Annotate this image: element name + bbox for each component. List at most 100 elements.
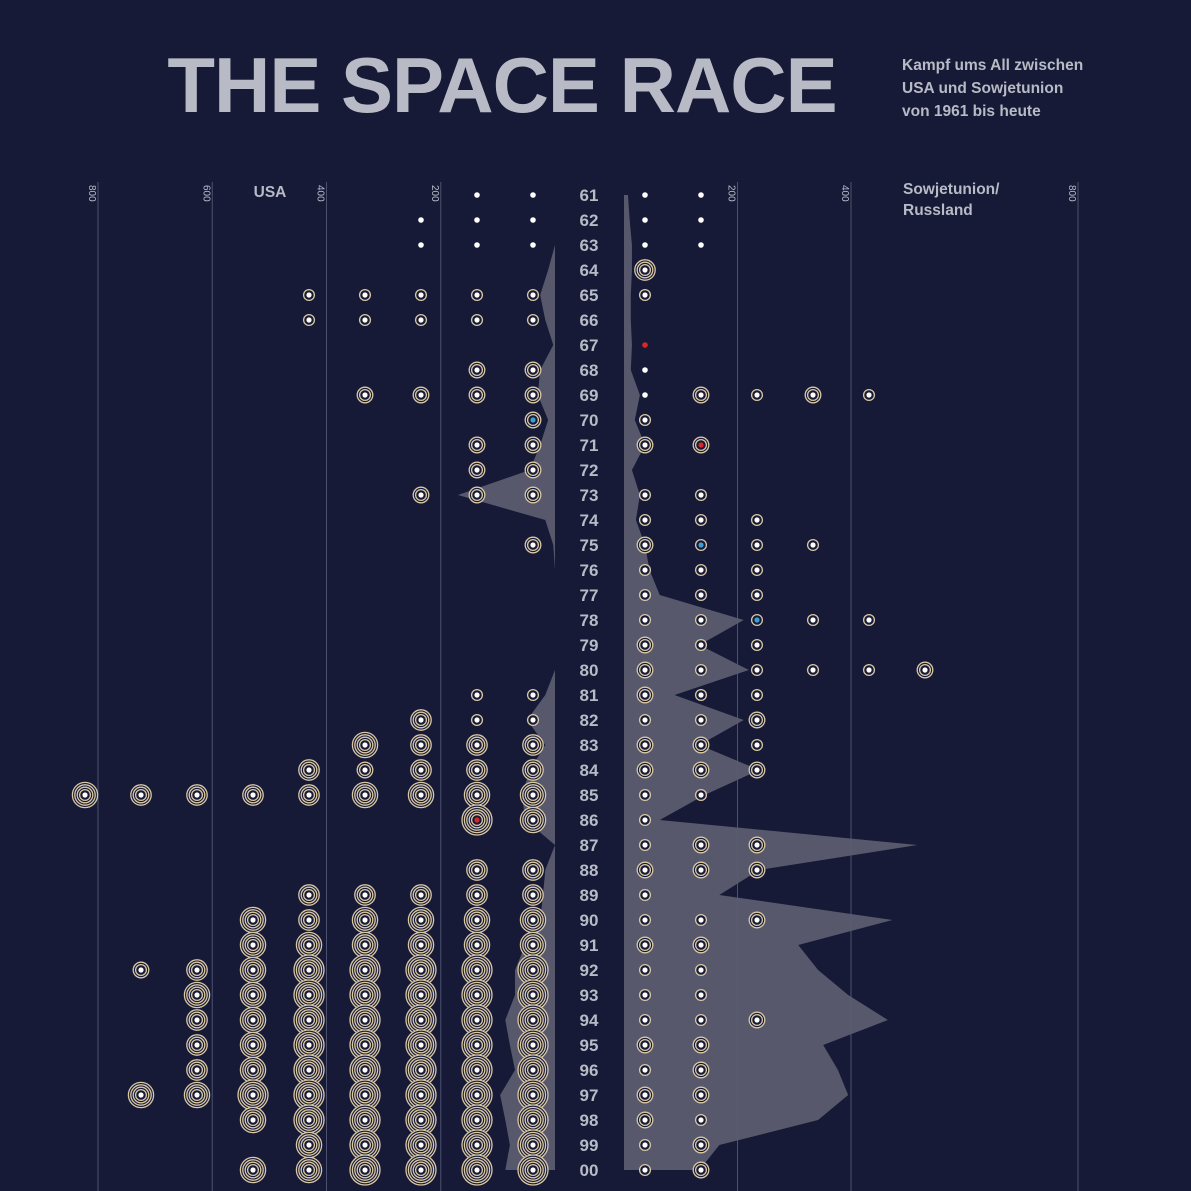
- mission-core: [418, 967, 424, 973]
- mission-dot: [349, 1154, 381, 1186]
- mission-core: [530, 317, 536, 323]
- mission-dot: [694, 988, 708, 1002]
- mission-core: [642, 617, 648, 623]
- mission-dot: [183, 981, 211, 1009]
- mission-core: [306, 317, 312, 323]
- mission-core: [530, 542, 536, 548]
- mission-dot: [293, 954, 325, 986]
- mission-core: [474, 1117, 480, 1123]
- mission-core: [642, 542, 648, 548]
- mission-core: [474, 817, 480, 823]
- mission-core: [474, 1092, 480, 1098]
- mission-core: [642, 1067, 648, 1073]
- mission-dot: [862, 388, 876, 402]
- mission-core: [698, 592, 704, 598]
- mission-core: [306, 942, 312, 948]
- mission-core: [698, 967, 704, 973]
- mission-core: [194, 1042, 200, 1048]
- mission-dot: [470, 688, 484, 702]
- mission-core: [306, 1142, 312, 1148]
- mission-core: [418, 1092, 424, 1098]
- year-label: 91: [580, 936, 599, 955]
- year-label: 74: [580, 511, 599, 530]
- mission-dot: [750, 588, 764, 602]
- mission-core: [698, 1092, 704, 1098]
- mission-dot: [354, 884, 376, 906]
- mission-core: [474, 767, 480, 773]
- mission-dot: [237, 1079, 269, 1111]
- mission-dot: [468, 486, 486, 504]
- mission-core: [530, 717, 536, 723]
- mission-dot: [642, 242, 648, 248]
- mission-dot: [298, 909, 320, 931]
- mission-core: [530, 1142, 536, 1148]
- mission-core: [306, 892, 312, 898]
- mission-dot: [461, 804, 493, 836]
- mission-dot: [636, 1111, 654, 1129]
- mission-dot: [692, 936, 710, 954]
- mission-core: [474, 1167, 480, 1173]
- mission-dot: [642, 392, 648, 398]
- mission-dot: [405, 1079, 437, 1111]
- mission-core: [250, 1092, 256, 1098]
- mission-core: [418, 392, 424, 398]
- mission-core: [418, 1042, 424, 1048]
- year-label: 81: [580, 686, 599, 705]
- mission-dot: [750, 513, 764, 527]
- mission-core: [866, 617, 872, 623]
- mission-dot: [694, 1113, 708, 1127]
- mission-core: [474, 192, 480, 198]
- mission-core: [698, 867, 704, 873]
- mission-core: [530, 992, 536, 998]
- mission-dot: [750, 563, 764, 577]
- mission-core: [474, 1017, 480, 1023]
- mission-core: [138, 967, 144, 973]
- mission-core: [754, 567, 760, 573]
- subtitle: von 1961 bis heute: [902, 103, 1041, 120]
- mission-core: [698, 1117, 704, 1123]
- mission-dot: [298, 759, 320, 781]
- mission-dot: [636, 661, 654, 679]
- year-label: 68: [580, 361, 599, 380]
- x-tick-label: 600: [200, 185, 211, 202]
- mission-core: [306, 292, 312, 298]
- mission-core: [642, 492, 648, 498]
- mission-core: [642, 642, 648, 648]
- mission-core: [306, 767, 312, 773]
- mission-core: [698, 717, 704, 723]
- mission-core: [306, 1017, 312, 1023]
- mission-dot: [638, 988, 652, 1002]
- subtitle: Kampf ums All zwischen: [902, 57, 1083, 74]
- mission-dot: [349, 1104, 381, 1136]
- mission-dot: [407, 931, 435, 959]
- mission-dot: [524, 461, 542, 479]
- mission-core: [698, 192, 704, 198]
- mission-core: [530, 417, 536, 423]
- mission-core: [642, 1117, 648, 1123]
- mission-core: [362, 892, 368, 898]
- mission-dot: [519, 906, 547, 934]
- mission-dot: [302, 288, 316, 302]
- mission-core: [642, 767, 648, 773]
- mission-core: [474, 792, 480, 798]
- mission-core: [418, 942, 424, 948]
- mission-dot: [638, 1013, 652, 1027]
- mission-core: [418, 1142, 424, 1148]
- mission-core: [250, 917, 256, 923]
- mission-core: [474, 392, 480, 398]
- mission-dot: [463, 781, 491, 809]
- mission-core: [698, 1142, 704, 1148]
- year-label: 70: [580, 411, 599, 430]
- mission-dot: [356, 386, 374, 404]
- mission-dot: [642, 342, 648, 348]
- year-label: 98: [580, 1111, 599, 1130]
- mission-dot: [638, 1063, 652, 1077]
- mission-core: [306, 1117, 312, 1123]
- mission-core: [642, 342, 648, 348]
- mission-core: [642, 942, 648, 948]
- mission-core: [810, 392, 816, 398]
- mission-dot: [461, 1079, 493, 1111]
- mission-dot: [634, 259, 656, 281]
- mission-dot: [694, 563, 708, 577]
- mission-dot: [349, 979, 381, 1011]
